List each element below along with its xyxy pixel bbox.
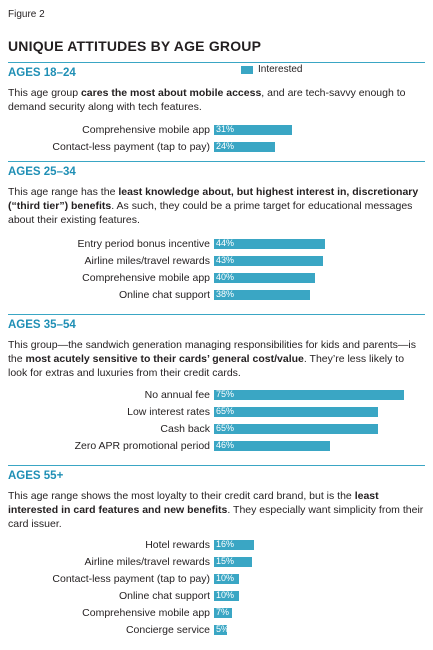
bar-row: Comprehensive mobile app 40%: [0, 271, 433, 285]
bar: 44%: [214, 238, 326, 249]
section-divider: [8, 465, 425, 466]
category-label: Comprehensive mobile app: [82, 607, 210, 619]
section-description: This age range shows the most loyalty to…: [8, 490, 424, 530]
bar: 31%: [214, 124, 293, 135]
bar: 16%: [214, 539, 255, 550]
bar-row: Entry period bonus incentive 44%: [0, 237, 433, 251]
category-label: Comprehensive mobile app: [82, 272, 210, 284]
bar: 24%: [214, 141, 275, 152]
bar-value-label: 7%: [216, 607, 230, 617]
bar: 46%: [214, 440, 331, 451]
bar-value-label: 15%: [216, 556, 235, 566]
bar-row: Comprehensive mobile app 7%: [0, 606, 433, 620]
category-label: Low interest rates: [127, 406, 210, 418]
bar-row: Low interest rates 65%: [0, 405, 433, 419]
bar-row: Online chat support 38%: [0, 288, 433, 302]
bar-value-label: 46%: [216, 440, 235, 450]
bar-value-label: 65%: [216, 406, 235, 416]
bar: 10%: [214, 573, 240, 584]
legend-label: Interested: [258, 64, 303, 75]
bar: 65%: [214, 423, 379, 434]
category-label: Concierge service: [125, 624, 210, 636]
bar-row: Comprehensive mobile app 31%: [0, 123, 433, 137]
bar-value-label: 38%: [216, 289, 235, 299]
section-header: AGES 18–24: [8, 67, 76, 79]
bar: 10%: [214, 590, 240, 601]
bar-value-label: 5%: [216, 624, 230, 634]
section-header: AGES 25–34: [8, 166, 76, 178]
bar-row: Contact-less payment (tap to pay) 10%: [0, 572, 433, 586]
bar: 15%: [214, 556, 252, 567]
section-description: This age range has the least knowledge a…: [8, 186, 419, 226]
category-label: Zero APR promotional period: [74, 440, 210, 452]
section-description: This group—the sandwich generation manag…: [8, 339, 416, 379]
category-label: No annual fee: [144, 389, 210, 401]
category-label: Airline miles/travel rewards: [84, 255, 210, 267]
bar-row: Airline miles/travel rewards 15%: [0, 555, 433, 569]
bar-value-label: 40%: [216, 272, 235, 282]
bar-row: Concierge service 5%: [0, 623, 433, 637]
category-label: Hotel rewards: [145, 539, 210, 551]
category-label: Online chat support: [118, 289, 210, 301]
category-label: Comprehensive mobile app: [82, 124, 210, 136]
bar-value-label: 43%: [216, 255, 235, 265]
section-description: This age group cares the most about mobi…: [8, 87, 406, 113]
category-label: Contact-less payment (tap to pay): [52, 573, 210, 585]
bar-value-label: 75%: [216, 389, 235, 399]
bar-row: Hotel rewards 16%: [0, 538, 433, 552]
bar-value-label: 24%: [216, 141, 235, 151]
legend-swatch: [241, 65, 253, 74]
section-header: AGES 55+: [8, 470, 64, 482]
bar-value-label: 16%: [216, 539, 235, 549]
bar: 43%: [214, 255, 323, 266]
bar-value-label: 10%: [216, 573, 235, 583]
bar-row: Airline miles/travel rewards 43%: [0, 254, 433, 268]
category-label: Online chat support: [118, 590, 210, 602]
bar: 7%: [214, 607, 232, 618]
bar: 40%: [214, 272, 316, 283]
bar-value-label: 10%: [216, 590, 235, 600]
section-divider: [8, 62, 425, 63]
bar: 75%: [214, 389, 404, 400]
section-header: AGES 35–54: [8, 319, 76, 331]
section-divider: [8, 314, 425, 315]
bar-row: Contact-less payment (tap to pay) 24%: [0, 140, 433, 154]
bar-row: No annual fee 75%: [0, 388, 433, 402]
bar-row: Cash back 65%: [0, 422, 433, 436]
section-divider: [8, 161, 425, 162]
bar-row: Online chat support 10%: [0, 589, 433, 603]
bar: 5%: [214, 624, 230, 635]
bar-row: Zero APR promotional period 46%: [0, 439, 433, 453]
category-label: Contact-less payment (tap to pay): [52, 141, 210, 153]
category-label: Cash back: [160, 423, 210, 435]
category-label: Airline miles/travel rewards: [84, 556, 210, 568]
bar: 65%: [214, 406, 379, 417]
bar-value-label: 44%: [216, 238, 235, 248]
figure-label: Figure 2: [8, 9, 45, 20]
bar-value-label: 65%: [216, 423, 235, 433]
bar: 38%: [214, 289, 311, 300]
chart-title: UNIQUE ATTITUDES BY AGE GROUP: [8, 38, 262, 54]
legend: Interested: [241, 64, 302, 75]
bar-value-label: 31%: [216, 124, 235, 134]
category-label: Entry period bonus incentive: [77, 238, 211, 250]
